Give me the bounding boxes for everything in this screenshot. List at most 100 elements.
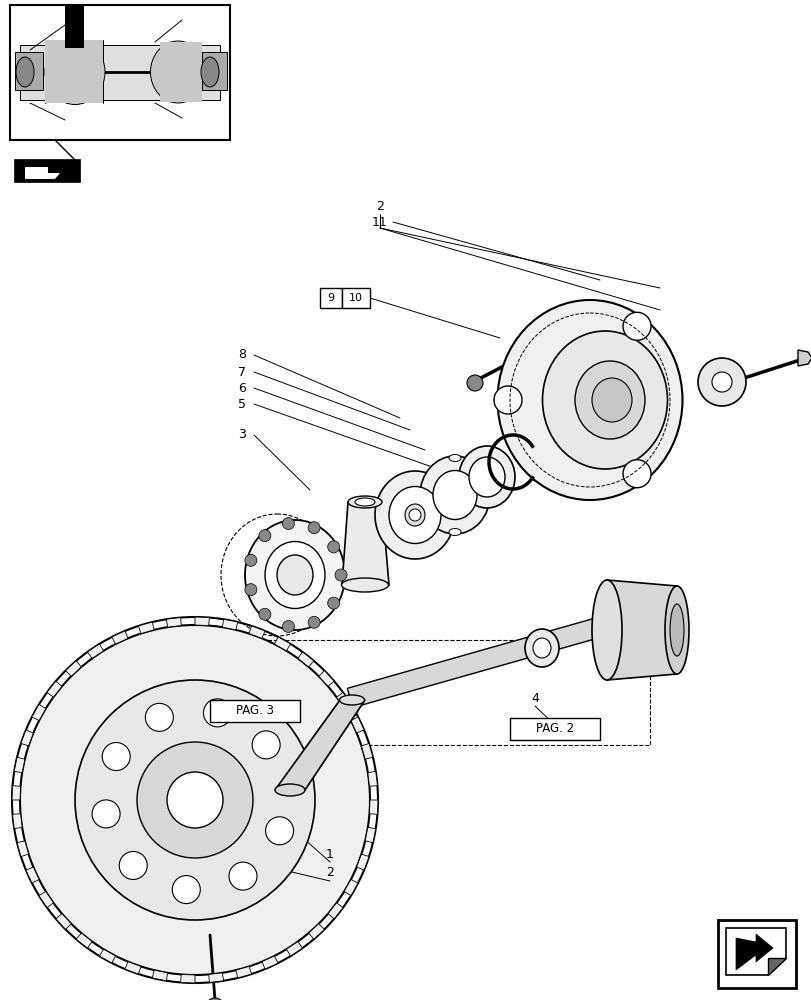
- Circle shape: [245, 554, 256, 566]
- Polygon shape: [350, 717, 363, 733]
- Circle shape: [622, 460, 650, 488]
- Polygon shape: [361, 743, 372, 759]
- Polygon shape: [262, 956, 277, 969]
- Polygon shape: [76, 933, 92, 948]
- Polygon shape: [235, 966, 251, 978]
- Ellipse shape: [245, 520, 345, 630]
- Ellipse shape: [405, 504, 424, 526]
- Text: 10: 10: [349, 293, 363, 303]
- Polygon shape: [17, 841, 28, 857]
- Polygon shape: [152, 970, 167, 981]
- Ellipse shape: [150, 41, 205, 103]
- Circle shape: [328, 597, 339, 609]
- Circle shape: [75, 680, 315, 920]
- Circle shape: [167, 772, 223, 828]
- Polygon shape: [369, 800, 378, 814]
- Polygon shape: [180, 974, 195, 983]
- Bar: [10, 5, 230, 140]
- Circle shape: [245, 584, 256, 596]
- Circle shape: [259, 530, 271, 542]
- Ellipse shape: [574, 361, 644, 439]
- Ellipse shape: [448, 528, 461, 536]
- Circle shape: [229, 862, 256, 890]
- Circle shape: [711, 372, 731, 392]
- Polygon shape: [21, 730, 33, 746]
- Text: 7: 7: [238, 365, 246, 378]
- Ellipse shape: [251, 538, 319, 612]
- Ellipse shape: [591, 580, 621, 680]
- Circle shape: [622, 312, 650, 340]
- Text: 8: 8: [238, 349, 246, 361]
- Ellipse shape: [348, 496, 381, 508]
- Bar: [15, 160, 80, 182]
- Polygon shape: [275, 700, 365, 790]
- Polygon shape: [367, 771, 377, 786]
- Circle shape: [204, 699, 231, 727]
- Circle shape: [172, 876, 200, 904]
- Circle shape: [307, 522, 320, 534]
- Circle shape: [307, 616, 320, 628]
- Polygon shape: [139, 622, 154, 634]
- Ellipse shape: [375, 471, 454, 559]
- Ellipse shape: [275, 784, 305, 796]
- Ellipse shape: [448, 454, 461, 462]
- Polygon shape: [607, 580, 676, 680]
- Polygon shape: [32, 704, 45, 721]
- Polygon shape: [249, 626, 264, 638]
- Ellipse shape: [525, 629, 558, 667]
- Circle shape: [282, 518, 294, 530]
- Bar: [341, 288, 370, 308]
- Polygon shape: [725, 928, 785, 975]
- Bar: [717, 920, 795, 988]
- Ellipse shape: [339, 695, 364, 705]
- Circle shape: [282, 620, 294, 632]
- Ellipse shape: [497, 300, 682, 500]
- Polygon shape: [767, 958, 785, 975]
- Polygon shape: [735, 934, 772, 970]
- Polygon shape: [47, 681, 62, 697]
- Polygon shape: [286, 942, 303, 956]
- Polygon shape: [25, 167, 60, 179]
- Circle shape: [252, 731, 280, 759]
- Circle shape: [119, 851, 147, 879]
- Text: 2: 2: [375, 200, 384, 214]
- Circle shape: [493, 386, 521, 414]
- Circle shape: [265, 817, 294, 845]
- Polygon shape: [88, 644, 104, 658]
- Bar: [15, 52, 43, 90]
- Ellipse shape: [45, 39, 105, 104]
- Circle shape: [206, 998, 224, 1000]
- Ellipse shape: [542, 331, 667, 469]
- Ellipse shape: [669, 604, 683, 656]
- Text: 5: 5: [238, 397, 246, 410]
- Ellipse shape: [354, 498, 375, 506]
- Bar: [65, 5, 83, 47]
- Polygon shape: [208, 973, 223, 982]
- Circle shape: [466, 375, 483, 391]
- Ellipse shape: [419, 456, 489, 534]
- Bar: [20, 45, 220, 100]
- Polygon shape: [15, 757, 25, 773]
- Bar: [210, 700, 299, 722]
- Ellipse shape: [277, 555, 312, 595]
- Polygon shape: [26, 867, 39, 883]
- Polygon shape: [319, 671, 334, 686]
- Polygon shape: [356, 854, 368, 870]
- Text: 11: 11: [371, 216, 388, 229]
- Polygon shape: [308, 924, 324, 939]
- Circle shape: [137, 742, 253, 858]
- Polygon shape: [347, 610, 627, 708]
- Text: 4: 4: [530, 692, 539, 704]
- Text: 6: 6: [238, 381, 246, 394]
- Polygon shape: [125, 962, 141, 974]
- Circle shape: [328, 541, 339, 553]
- Text: PAG. 3: PAG. 3: [236, 704, 273, 718]
- Text: PAG. 2: PAG. 2: [535, 722, 573, 736]
- Polygon shape: [39, 891, 54, 908]
- Polygon shape: [337, 692, 350, 709]
- Bar: [45, 40, 103, 103]
- Ellipse shape: [432, 471, 476, 520]
- Ellipse shape: [458, 446, 514, 508]
- Bar: [202, 52, 227, 90]
- Polygon shape: [328, 903, 342, 919]
